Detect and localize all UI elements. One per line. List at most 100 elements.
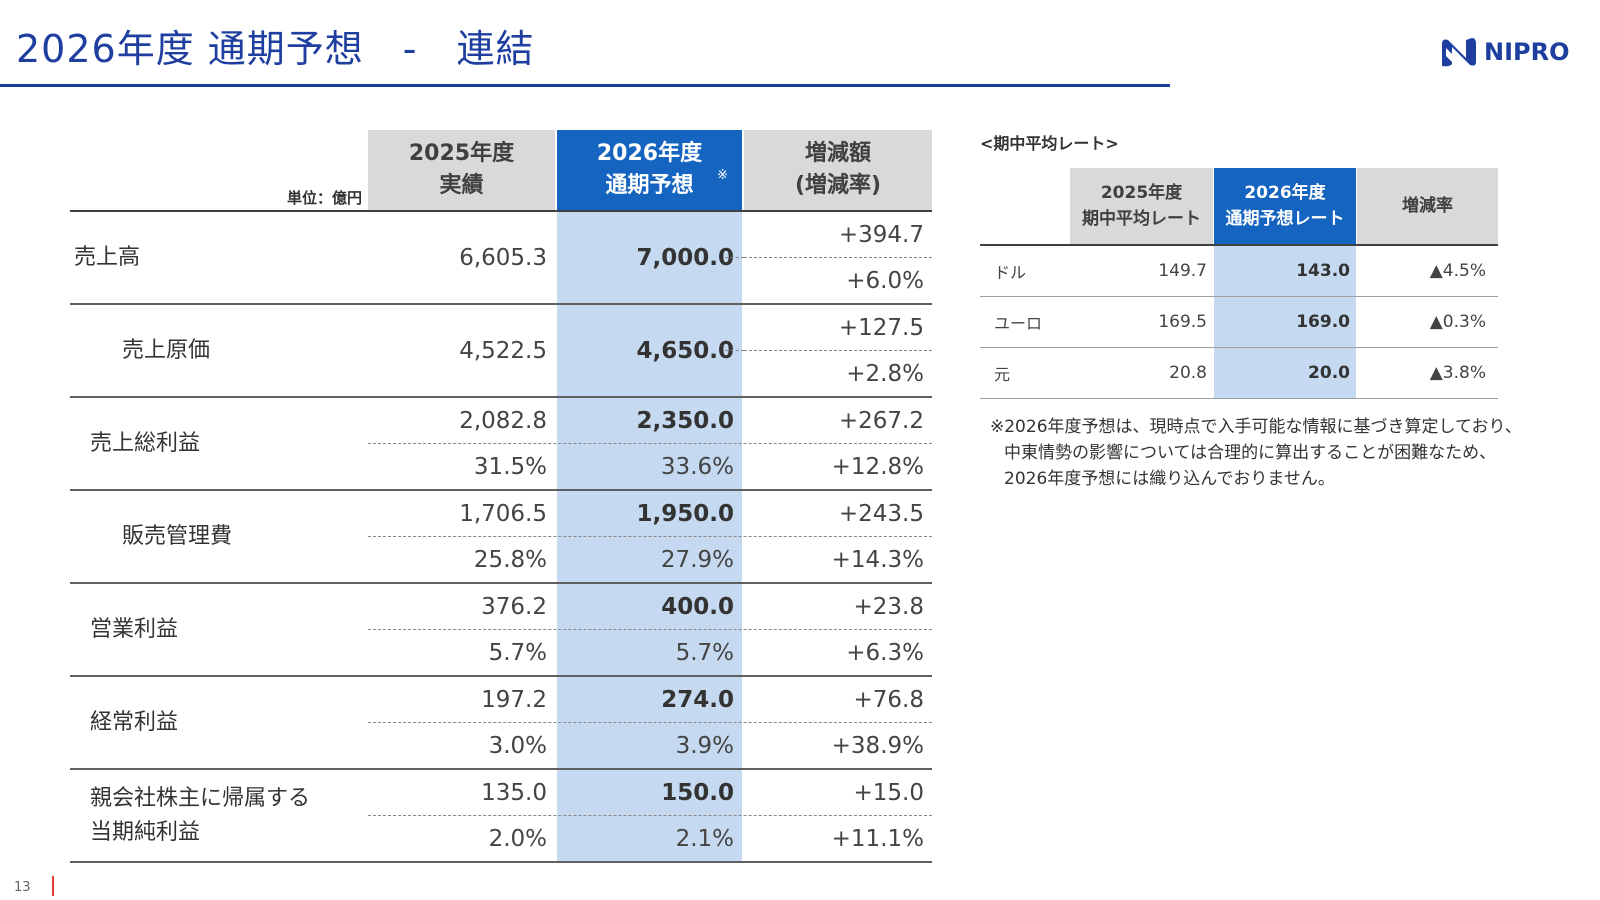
header-line: 増減額 bbox=[804, 141, 871, 166]
row-label: 販売管理費 bbox=[122, 523, 233, 549]
change-rate: +11.1% bbox=[831, 825, 924, 852]
row-label: 営業利益 bbox=[90, 616, 179, 642]
rate-row: ドル 149.7 143.0 ▲4.5% bbox=[980, 246, 1498, 297]
actual-value: 135.0 bbox=[481, 779, 547, 806]
forecast-value: 7,000.0 bbox=[636, 244, 735, 271]
change-value: +243.5 bbox=[838, 500, 924, 527]
actual-ratio: 2.0% bbox=[488, 825, 547, 852]
forecast-table: 単位：億円 2025年度 実績 2026年度 通期予想 ※ 増減額 (増減率) 売上高… bbox=[70, 130, 932, 863]
currency-label: 元 bbox=[994, 365, 1011, 384]
header-line: 通期予想レート bbox=[1225, 209, 1345, 229]
rate-prev: 20.8 bbox=[1169, 363, 1207, 383]
note-mark: ※ bbox=[717, 168, 728, 183]
rate-row: 元 20.8 20.0 ▲3.8% bbox=[980, 348, 1498, 399]
actual-ratio: 31.5% bbox=[473, 453, 547, 480]
change-value: +23.8 bbox=[853, 593, 924, 620]
header-forecast-2026: 2026年度 通期予想 ※ bbox=[557, 130, 742, 210]
forecast-value: 2,350.0 bbox=[636, 407, 735, 434]
footnote-line: 2026年度予想には織り込んでおりません。 bbox=[1004, 469, 1335, 489]
row-divider bbox=[744, 350, 932, 351]
header-line: 通期予想 bbox=[605, 173, 694, 198]
forecast-ratio: 5.7% bbox=[675, 639, 734, 666]
actual-ratio: 25.8% bbox=[473, 546, 547, 573]
forecast-column-bg bbox=[1214, 297, 1356, 347]
table-row: 売上総利益 2,082.8 31.5% 2,350.0 33.6% +267.2… bbox=[70, 398, 932, 491]
forecast-value: 274.0 bbox=[661, 686, 734, 713]
change-rate: +2.8% bbox=[846, 360, 924, 387]
change-value: +15.0 bbox=[853, 779, 924, 806]
currency-label: ドル bbox=[994, 263, 1027, 282]
table-row: 経常利益 197.2 3.0% 274.0 3.9% +76.8 +38.9% bbox=[70, 677, 932, 770]
forecast-column-bg bbox=[557, 212, 742, 303]
footnote-line: 中東情勢の影響については合理的に算出することが困難なため、 bbox=[1004, 443, 1497, 463]
change-rate: +6.3% bbox=[846, 639, 924, 666]
brand-logo: NIPRO bbox=[1440, 36, 1580, 68]
actual-value: 376.2 bbox=[481, 593, 547, 620]
currency-label: ユーロ bbox=[994, 314, 1043, 333]
footnote-line: ※2026年度予想は、現時点で入手可能な情報に基づき算定しており、 bbox=[990, 417, 1522, 437]
rate-change: ▲3.8% bbox=[1429, 363, 1486, 383]
row-label: 売上高 bbox=[74, 244, 141, 270]
actual-ratio: 3.0% bbox=[488, 732, 547, 759]
table-header: 単位：億円 2025年度 実績 2026年度 通期予想 ※ 増減額 (増減率) bbox=[70, 130, 932, 210]
actual-value: 1,706.5 bbox=[459, 500, 547, 527]
rate-forecast: 20.0 bbox=[1308, 363, 1350, 383]
change-rate: +38.9% bbox=[831, 732, 924, 759]
row-divider bbox=[725, 257, 744, 258]
actual-value: 197.2 bbox=[481, 686, 547, 713]
forecast-ratio: 3.9% bbox=[675, 732, 734, 759]
actual-value: 6,605.3 bbox=[459, 244, 547, 271]
header-line: 2026年度 bbox=[596, 141, 703, 166]
rate-forecast: 169.0 bbox=[1296, 312, 1350, 332]
header-line: 増減率 bbox=[1402, 196, 1453, 216]
table-row: 親会社株主に帰属する 当期純利益 135.0 2.0% 150.0 2.1% +1… bbox=[70, 770, 932, 863]
row-divider bbox=[368, 815, 932, 816]
header-line: 2025年度 bbox=[1100, 183, 1183, 203]
header-rule bbox=[70, 210, 932, 212]
forecast-column-bg bbox=[1214, 246, 1356, 296]
actual-value: 4,522.5 bbox=[459, 337, 547, 364]
rate-row: ユーロ 169.5 169.0 ▲0.3% bbox=[980, 297, 1498, 348]
rate-table-header: 2025年度 期中平均レート 2026年度 通期予想レート 増減率 bbox=[980, 168, 1498, 244]
forecast-value: 400.0 bbox=[661, 593, 734, 620]
row-divider bbox=[725, 350, 744, 351]
change-rate: +6.0% bbox=[846, 267, 924, 294]
row-label: 親会社株主に帰属する 当期純利益 bbox=[70, 770, 366, 861]
header-line: (増減率) bbox=[794, 173, 882, 198]
header-rate-2026: 2026年度 通期予想レート bbox=[1214, 168, 1356, 244]
logo-text: NIPRO bbox=[1484, 38, 1570, 66]
forecast-value: 150.0 bbox=[661, 779, 734, 806]
forecast-value: 1,950.0 bbox=[636, 500, 735, 527]
nipro-mark-icon bbox=[1442, 38, 1476, 67]
rate-change: ▲4.5% bbox=[1429, 261, 1486, 281]
header-line: 2026年度 bbox=[1244, 183, 1326, 203]
row-label-line: 親会社株主に帰属する bbox=[90, 785, 311, 811]
actual-ratio: 5.7% bbox=[488, 639, 547, 666]
rate-table-caption: <期中平均レート> bbox=[980, 134, 1119, 153]
unit-label: 単位：億円 bbox=[286, 189, 362, 207]
header-actual-2025: 2025年度 実績 bbox=[368, 130, 555, 210]
exchange-rate-table: 2025年度 期中平均レート 2026年度 通期予想レート 増減率 ドル 149.7… bbox=[980, 168, 1498, 399]
change-rate: +14.3% bbox=[831, 546, 924, 573]
row-divider bbox=[368, 629, 932, 630]
header-line: 2025年度 bbox=[408, 141, 515, 166]
change-rate: +12.8% bbox=[831, 453, 924, 480]
row-divider bbox=[744, 257, 932, 258]
forecast-ratio: 2.1% bbox=[675, 825, 734, 852]
actual-value: 2,082.8 bbox=[459, 407, 547, 434]
row-divider bbox=[368, 536, 932, 537]
page-title: 2026年度 通期予想 - 連結 bbox=[16, 27, 535, 71]
rate-prev: 149.7 bbox=[1158, 261, 1207, 281]
rate-prev: 169.5 bbox=[1158, 312, 1207, 332]
header-line: 実績 bbox=[439, 173, 484, 198]
change-value: +267.2 bbox=[838, 407, 924, 434]
header-rate-change: 増減率 bbox=[1357, 168, 1498, 244]
forecast-value: 4,650.0 bbox=[636, 337, 735, 364]
forecast-ratio: 33.6% bbox=[660, 453, 734, 480]
change-value: +127.5 bbox=[838, 314, 924, 341]
rate-forecast: 143.0 bbox=[1296, 261, 1350, 281]
row-divider bbox=[368, 443, 932, 444]
forecast-column-bg bbox=[557, 305, 742, 396]
page-marker bbox=[52, 876, 54, 896]
row-divider bbox=[368, 722, 932, 723]
